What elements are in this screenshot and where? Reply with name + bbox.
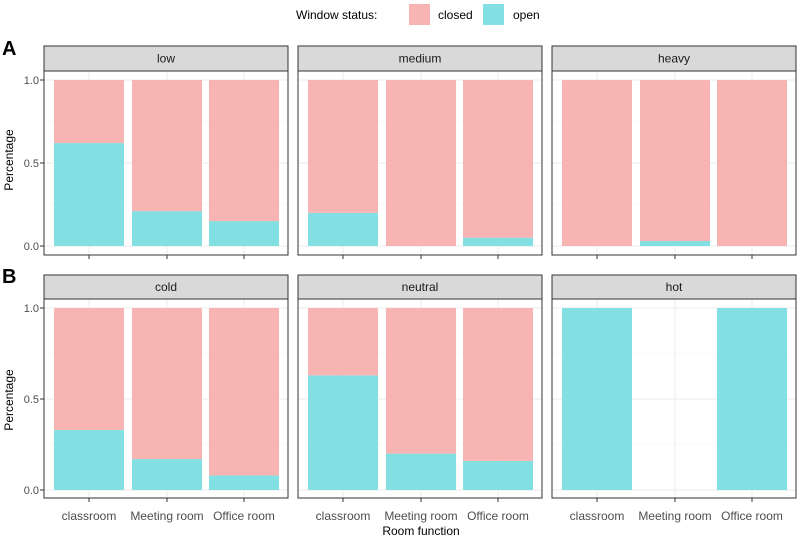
x-tick-label: Office room xyxy=(213,509,275,523)
facet-title: medium xyxy=(399,52,442,66)
panel-neutral: neutral classroom Meeting room Office room xyxy=(297,274,543,523)
bar-closed-classroom xyxy=(562,80,632,246)
y-tick-label: 1.0 xyxy=(24,303,39,315)
bar-open-classroom xyxy=(54,143,124,246)
panel-low: low xyxy=(43,45,289,259)
panels: 0.0 0.5 1.0 low medium heavy 0.0 0.5 1.0 cold clas… xyxy=(24,45,797,523)
y-axis-title-row-b: Percentage xyxy=(2,369,16,431)
legend-label-open: open xyxy=(513,8,540,22)
panel-border xyxy=(297,70,543,256)
bar-open-office-room xyxy=(209,221,279,246)
bar-open-office-room xyxy=(463,237,533,246)
y-tick-label: 0.0 xyxy=(24,485,39,497)
panel-border xyxy=(551,70,797,256)
facet-title: low xyxy=(157,52,175,66)
facet-strip xyxy=(297,45,543,72)
x-tick-label: classroom xyxy=(570,509,625,523)
facet-strip xyxy=(551,45,797,72)
bar-closed-meeting-room xyxy=(640,80,710,242)
panel-hot: hot classroom Meeting room Office room xyxy=(551,274,797,523)
y-tick-label: 1.0 xyxy=(24,75,39,87)
bar-closed-meeting-room xyxy=(132,80,202,212)
panel-border xyxy=(43,70,289,256)
bar-open-meeting-room xyxy=(640,241,710,246)
x-tick-label: Meeting room xyxy=(384,509,457,523)
panel-heavy: heavy xyxy=(551,45,797,259)
facet-title: hot xyxy=(666,280,683,294)
y-axis-title-row-a: Percentage xyxy=(2,129,16,191)
bar-open-office-room xyxy=(463,460,533,490)
x-tick-label: Office room xyxy=(467,509,529,523)
row-tag-b: B xyxy=(2,266,16,288)
bar-open-meeting-room xyxy=(132,459,202,490)
x-tick-label: Meeting room xyxy=(130,509,203,523)
bar-open-meeting-room xyxy=(386,453,456,490)
y-tick-label: 0.5 xyxy=(24,158,39,170)
bar-closed-classroom xyxy=(54,80,124,144)
panel-medium: medium xyxy=(297,45,543,259)
legend-title: Window status: xyxy=(296,8,377,22)
y-tick-label: 0.0 xyxy=(24,241,39,253)
bar-closed-office-room xyxy=(463,80,533,238)
panel-border xyxy=(551,298,797,499)
bar-closed-classroom xyxy=(308,80,378,213)
panel-border xyxy=(297,298,543,499)
panel-border xyxy=(43,298,289,499)
facet-strip xyxy=(43,274,289,300)
bar-closed-office-room xyxy=(209,80,279,222)
bar-closed-classroom xyxy=(54,308,124,430)
bar-open-classroom xyxy=(562,308,632,490)
legend-label-closed: closed xyxy=(438,8,473,22)
bar-open-office-room xyxy=(209,475,279,490)
bar-closed-meeting-room xyxy=(132,308,202,460)
bar-open-meeting-room xyxy=(132,211,202,246)
x-axis-title: Room function xyxy=(382,524,459,538)
facet-title: neutral xyxy=(402,280,439,294)
bar-open-classroom xyxy=(308,212,378,246)
bar-closed-office-room xyxy=(463,308,533,461)
legend-swatch-closed xyxy=(409,4,430,25)
facet-title: heavy xyxy=(658,52,690,66)
row-tag-a: A xyxy=(2,38,16,60)
bar-open-classroom xyxy=(308,375,378,490)
legend: Window status: closed open xyxy=(296,4,540,25)
bar-open-classroom xyxy=(54,429,124,490)
y-tick-label: 0.5 xyxy=(24,394,39,406)
x-tick-label: Meeting room xyxy=(638,509,711,523)
panel-cold: cold classroom Meeting room Office room xyxy=(43,274,289,523)
facet-title: cold xyxy=(155,280,177,294)
facet-strip xyxy=(43,45,289,72)
bar-closed-meeting-room xyxy=(386,80,456,246)
legend-swatch-open xyxy=(483,4,504,25)
x-tick-label: Office room xyxy=(721,509,783,523)
bar-closed-office-room xyxy=(209,308,279,476)
bar-closed-meeting-room xyxy=(386,308,456,454)
bar-open-office-room xyxy=(717,308,787,490)
x-tick-label: classroom xyxy=(316,509,371,523)
bar-closed-classroom xyxy=(308,308,378,376)
bar-closed-office-room xyxy=(717,80,787,246)
x-tick-label: classroom xyxy=(62,509,117,523)
